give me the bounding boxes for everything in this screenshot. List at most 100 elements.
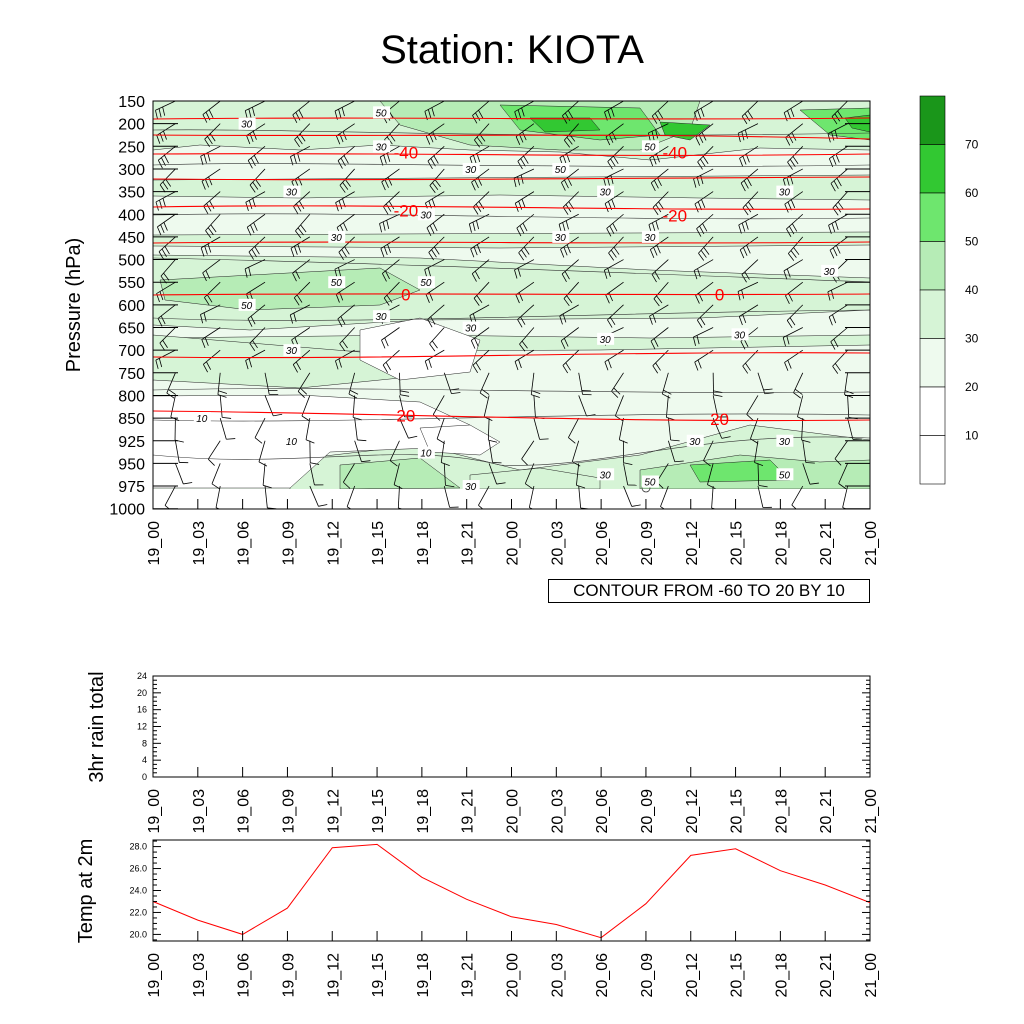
- wind-barb-flag: [160, 224, 165, 234]
- rain-axis-label: 3hr rain total: [86, 671, 108, 782]
- contour-label-bg: [283, 185, 301, 198]
- wind-barb-flag: [564, 271, 570, 280]
- wind-barb-flag: [445, 484, 455, 488]
- shade-region: [529, 117, 601, 133]
- wind-barb-flag: [201, 339, 206, 349]
- wind-barb-flag: [784, 362, 789, 371]
- wind-barb-flag: [523, 155, 529, 164]
- temperature-contour: [153, 176, 870, 181]
- wind-barb-flag: [610, 249, 617, 258]
- wind-barb-flag: [832, 247, 838, 257]
- time-tick-label: 19_03: [191, 953, 208, 998]
- time-tick-label: 20_15: [729, 789, 746, 834]
- wind-barb-flag: [393, 484, 403, 490]
- wind-barb: [164, 485, 176, 506]
- wind-barb-flag: [158, 358, 163, 368]
- colorbar-label: 50: [965, 235, 979, 249]
- wind-barb-flag: [473, 298, 480, 306]
- wind-barb-flag: [561, 273, 567, 283]
- wind-barb-flag: [218, 390, 228, 394]
- wind-barb: [389, 440, 400, 461]
- wind-barb-flag: [296, 203, 302, 212]
- time-tick-label: 20_00: [505, 953, 522, 998]
- time-tick-label: 19_18: [415, 521, 432, 566]
- wind-barb-flag: [208, 109, 214, 118]
- wind-barb-flag: [215, 507, 221, 509]
- time-tick-label: 19_00: [146, 521, 163, 566]
- wind-barb-flag: [610, 175, 614, 184]
- wind-barb-flag: [341, 249, 347, 258]
- wind-barb-flag: [565, 362, 571, 371]
- time-tick-label: 19_15: [370, 789, 387, 834]
- time-tick-label: 20_09: [639, 789, 656, 834]
- wind-barb-flag: [789, 159, 796, 167]
- wind-barb-flag: [833, 180, 839, 189]
- wind-barb-flag: [609, 316, 616, 326]
- wind-barb-flag: [831, 131, 835, 141]
- wind-barb-flag: [382, 364, 389, 373]
- time-tick-label: 20_12: [684, 789, 701, 834]
- time-tick-label: 19_18: [415, 953, 432, 998]
- wind-barb-flag: [539, 438, 549, 440]
- wind-barb-flag: [488, 439, 498, 443]
- colorbar-label: 60: [965, 186, 979, 200]
- wind-barb-flag: [251, 107, 255, 116]
- wind-barb-flag: [273, 413, 283, 417]
- wind-barb: [301, 395, 311, 417]
- time-tick-label: 20_00: [505, 521, 522, 566]
- wind-barb-flag: [741, 274, 747, 283]
- time-tick-label: 20_09: [639, 521, 656, 566]
- wind-barb-flag: [605, 294, 610, 304]
- wind-barb-flag: [518, 201, 523, 210]
- wind-barb-flag: [567, 110, 574, 119]
- wind-barb-flag: [168, 389, 176, 395]
- wind-barb-flag: [790, 250, 797, 258]
- time-tick-label: 19_18: [415, 789, 432, 834]
- wind-barb-flag: [655, 220, 659, 230]
- temp-tick-label: 28.0: [129, 842, 147, 852]
- temp-panel: 20.022.024.026.028.0 19_00 19_03 19_06 19_0…: [75, 839, 880, 998]
- wind-barb-flag: [159, 291, 164, 301]
- temperature-label: -20: [394, 202, 419, 221]
- wind-barb-flag: [520, 158, 526, 167]
- wind-barb-flag: [205, 270, 211, 279]
- wind-barb-flag: [737, 291, 741, 301]
- wind-barb-flag: [758, 484, 768, 488]
- time-tick-label: 20_18: [773, 953, 790, 998]
- wind-barb-flag: [697, 359, 702, 369]
- wind-barb-flag: [205, 230, 212, 239]
- wind-barb-flag: [338, 251, 344, 261]
- wind-barb-flag: [249, 184, 256, 193]
- wind-barb-flag: [200, 314, 204, 324]
- wind-speed-label: 10: [196, 414, 208, 425]
- wind-barb-flag: [563, 338, 569, 347]
- wind-barb-flag: [784, 204, 789, 213]
- time-tick-label: 20_15: [729, 521, 746, 566]
- pressure-tick-label: 950: [118, 456, 145, 473]
- colorbar-label: 40: [965, 283, 979, 297]
- wind-barb-flag: [739, 158, 744, 167]
- wind-barb: [614, 395, 624, 416]
- wind-barb-flag: [428, 200, 433, 210]
- temperature-label: 0: [401, 286, 410, 305]
- wind-barb-flag: [348, 393, 358, 399]
- wind-barb-flag: [699, 225, 705, 235]
- wind-barb-flag: [292, 364, 298, 373]
- wind-barb-flag: [204, 297, 210, 306]
- wind-barb: [578, 395, 587, 417]
- wind-speed-label: 50: [644, 478, 656, 489]
- pressure-tick-label: 600: [118, 298, 145, 315]
- wind-barb-flag: [783, 112, 788, 122]
- wind-barb-flag: [652, 314, 657, 323]
- temperature-label: -20: [662, 206, 687, 225]
- wind-barb: [309, 463, 315, 486]
- wind-barb-flag: [341, 107, 345, 117]
- wind-barb-flag: [398, 507, 404, 509]
- wind-barb-flag: [385, 203, 392, 212]
- wind-barb-flag: [389, 460, 398, 467]
- wind-speed-contour: [153, 388, 870, 393]
- wind-barb-flag: [656, 295, 663, 304]
- wind-barb-flag: [786, 320, 793, 329]
- wind-barb-flag: [203, 312, 207, 322]
